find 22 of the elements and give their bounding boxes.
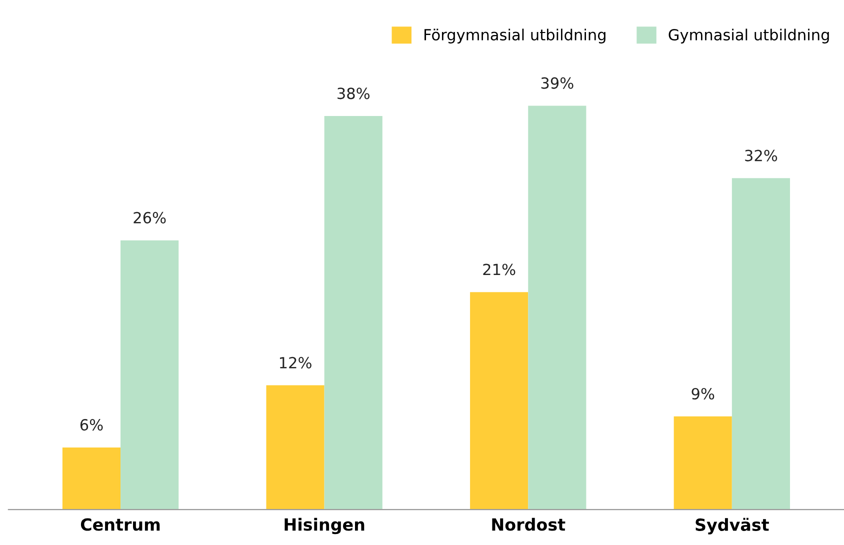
bar (324, 116, 382, 510)
x-tick-label: Nordost (492, 518, 566, 531)
data-label: 9% (692, 388, 714, 400)
x-tick-label: Centrum (80, 518, 160, 531)
data-label: 12% (280, 356, 312, 368)
bar (674, 416, 732, 510)
bar (470, 292, 528, 510)
data-label: 39% (541, 77, 574, 89)
data-label: 6% (80, 419, 103, 431)
data-label: 32% (745, 150, 778, 162)
data-label: 21% (483, 264, 516, 276)
x-tick-label: Sydväst (696, 518, 769, 534)
legend-label: Förgymnasial utbildning (424, 28, 606, 44)
data-label: 26% (134, 212, 166, 224)
bar (62, 447, 121, 510)
bar (528, 106, 586, 510)
x-tick-label: Hisingen (284, 518, 364, 534)
legend-label: Gymnasial utbildning (668, 28, 829, 44)
data-label: 38% (338, 88, 370, 100)
bar (732, 178, 790, 510)
bar (120, 240, 179, 510)
bar (266, 385, 324, 510)
